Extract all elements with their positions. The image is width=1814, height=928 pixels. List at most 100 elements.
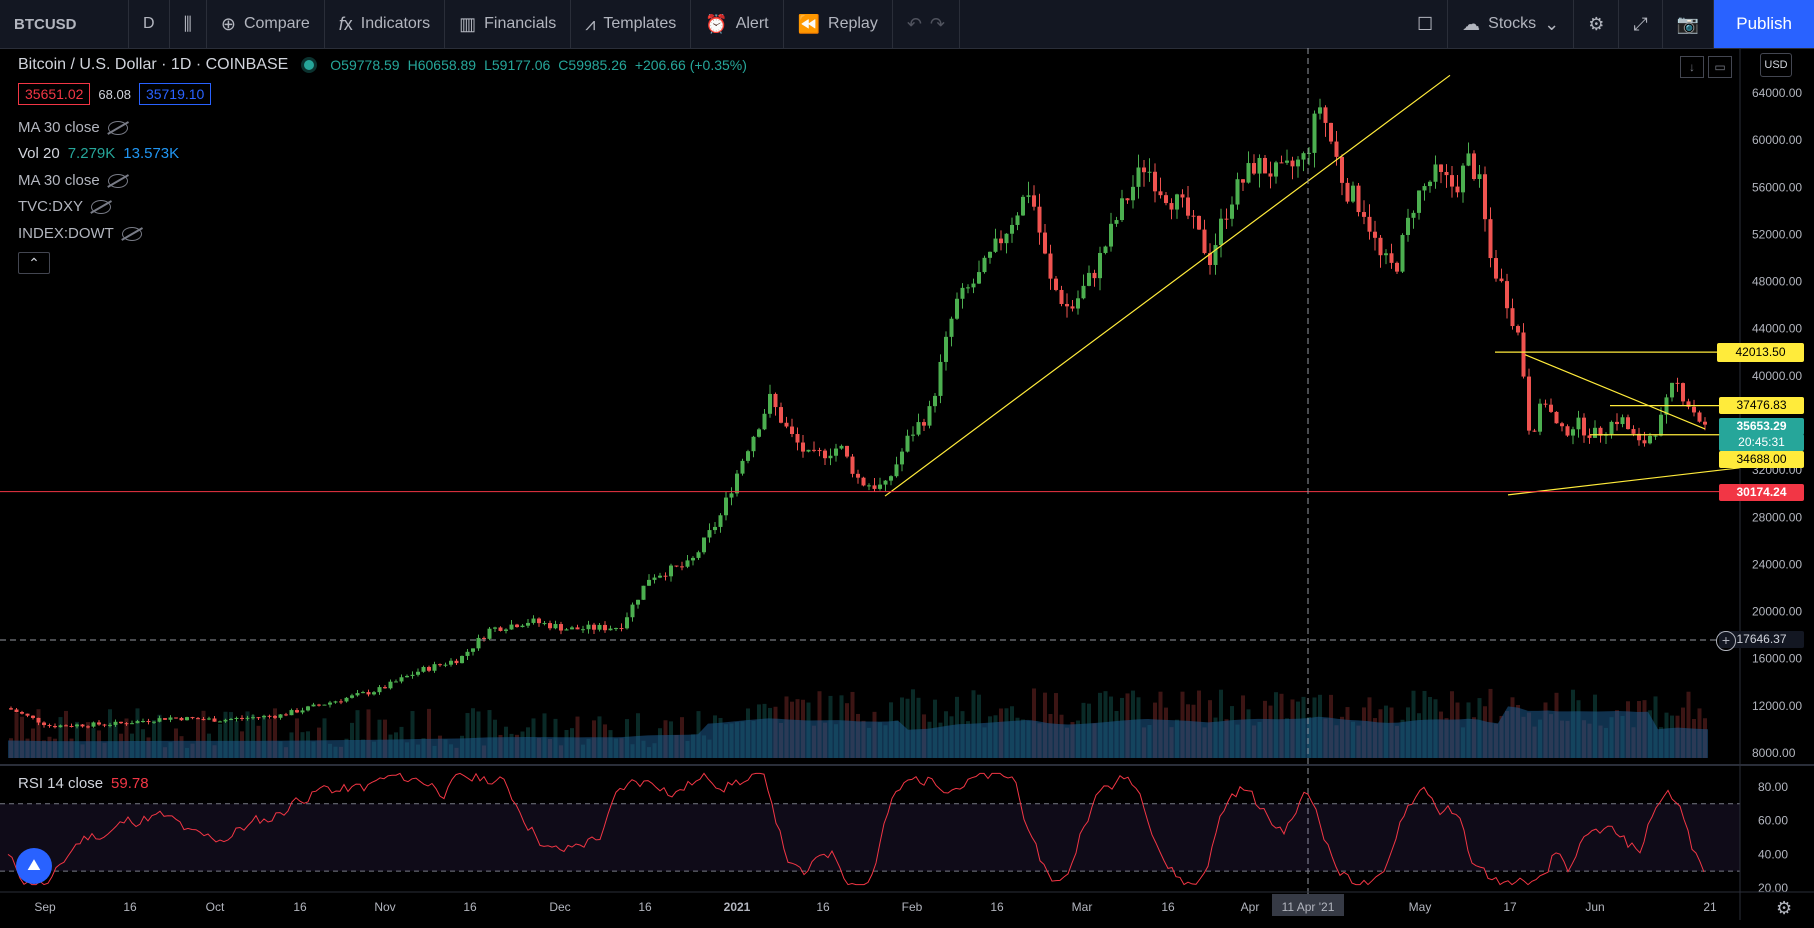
templates-icon: ⩘ — [585, 13, 596, 34]
stocks-layout-button[interactable]: ☁ Stocks ⌄ — [1448, 0, 1575, 48]
volume-bar — [20, 716, 24, 758]
level-30174-label: 30174.24 — [1719, 484, 1804, 501]
candle-body — [966, 287, 970, 289]
alert-button[interactable]: ⏰ Alert — [691, 0, 784, 48]
candle-body — [1450, 175, 1454, 187]
hidden-eye-icon[interactable] — [107, 120, 128, 135]
candle-body — [735, 473, 739, 494]
scroll-down-button[interactable]: ↓ — [1680, 56, 1704, 78]
compare-button[interactable]: ⊕ Compare — [207, 0, 325, 48]
volume-bar — [135, 708, 140, 758]
hidden-eye-icon[interactable] — [107, 173, 128, 188]
dxy-legend[interactable]: TVC:DXY — [18, 198, 112, 215]
time-tick-label: Sep — [34, 900, 56, 914]
countdown-text: 20:45:31 — [1738, 435, 1785, 449]
redo-icon[interactable]: ↷ — [929, 13, 946, 34]
candle-body — [1208, 253, 1212, 265]
candle-body — [652, 577, 657, 580]
candle-body — [1296, 159, 1300, 167]
time-tick-label: 16 — [816, 900, 830, 914]
financials-button[interactable]: ▥ Financials — [445, 0, 572, 48]
candle-body — [509, 624, 514, 630]
chart-type-button[interactable]: ⫼ — [170, 0, 207, 48]
candle-body — [1043, 232, 1047, 254]
candle-body — [146, 721, 151, 723]
volume-bar — [427, 708, 431, 758]
time-tick-label: 16 — [1161, 900, 1175, 914]
ascending-trendline — [884, 74, 1451, 497]
candle-body — [696, 552, 701, 558]
price-tick-label: 44000.00 — [1752, 322, 1802, 336]
candle-body — [366, 692, 371, 695]
maximize-pane-button[interactable]: ▭ — [1708, 56, 1732, 78]
price-tick-label: 48000.00 — [1752, 275, 1802, 289]
candle-body — [1098, 252, 1102, 279]
candle-body — [955, 298, 959, 319]
candle-body — [1290, 160, 1295, 167]
indicators-button[interactable]: fx Indicators — [325, 0, 446, 48]
price-tick-label: 16000.00 — [1752, 652, 1802, 666]
time-tick-label: 21 — [1703, 900, 1717, 914]
publish-button[interactable]: Publish — [1714, 0, 1814, 48]
volume-legend[interactable]: Vol 20 7.279K 13.573K — [18, 145, 179, 162]
candle-body — [663, 575, 668, 577]
candle-body — [1538, 403, 1542, 432]
candle-body — [1670, 382, 1674, 398]
replay-button[interactable]: ⏪ Replay — [784, 0, 893, 48]
interval-button[interactable]: D — [129, 0, 170, 48]
candle-body — [1268, 173, 1273, 177]
hidden-eye-icon[interactable] — [91, 199, 112, 214]
candle-body — [97, 722, 101, 725]
settings-button[interactable]: ⚙ — [1574, 0, 1620, 48]
layout-button[interactable]: ☐ — [1403, 0, 1449, 48]
collapse-legend-button[interactable]: ⌃ — [18, 252, 50, 274]
screenshot-button[interactable]: 📷 — [1663, 0, 1715, 48]
rsi-tick-label: 60.00 — [1758, 814, 1788, 828]
rsi-legend[interactable]: RSI 14 close 59.78 — [18, 775, 149, 792]
candle-body — [999, 238, 1003, 244]
time-tick-label: 17 — [1503, 900, 1517, 914]
time-tick-label: Nov — [374, 900, 395, 914]
candle-body — [1466, 153, 1471, 166]
candle-body — [14, 709, 19, 713]
tradingview-logo[interactable]: ⛰ — [16, 848, 52, 884]
fullscreen-button[interactable]: ⤢ — [1619, 0, 1663, 48]
candle-body — [1274, 162, 1278, 177]
candle-body — [718, 515, 723, 527]
candle-body — [1554, 411, 1559, 424]
chart-settings-gear-icon[interactable]: ⚙ — [1776, 898, 1793, 918]
alert-label: Alert — [735, 15, 769, 32]
add-alert-plus-icon[interactable]: + — [1716, 631, 1736, 651]
candle-body — [916, 422, 921, 435]
candle-body — [416, 671, 420, 675]
time-tick-label: 16 — [123, 900, 137, 914]
symbol-title: Bitcoin / U.S. Dollar · 1D · COINBASE — [18, 56, 289, 73]
high-value: H60658.89 — [407, 57, 477, 73]
candle-body — [1510, 308, 1515, 327]
hidden-eye-icon[interactable] — [121, 226, 142, 241]
candle-body — [1318, 107, 1322, 114]
candle-body — [1351, 185, 1355, 202]
candle-body — [790, 426, 794, 434]
ma2-legend[interactable]: MA 30 close — [18, 172, 128, 189]
symbol-search[interactable]: BTCUSD — [0, 0, 129, 48]
candle-body — [1257, 157, 1262, 174]
time-tick-label: Apr — [1241, 900, 1260, 914]
candle-body — [229, 719, 233, 721]
market-status-dot[interactable] — [304, 60, 315, 70]
fullscreen-icon: ⤢ — [1633, 13, 1648, 34]
undo-icon[interactable]: ↶ — [906, 13, 922, 34]
currency-button[interactable]: USD — [1760, 53, 1792, 77]
templates-button[interactable]: ⩘ Templates — [571, 0, 692, 48]
candle-body — [1186, 197, 1190, 216]
ma-legend[interactable]: MA 30 close — [18, 119, 128, 136]
dowt-legend[interactable]: INDEX:DOWT — [18, 225, 142, 242]
sell-price-button[interactable]: 35651.02 — [18, 83, 91, 105]
candle-body — [1499, 278, 1504, 282]
candle-body — [31, 715, 35, 718]
candle-body — [861, 477, 866, 486]
candle-body — [641, 585, 646, 600]
candle-body — [1488, 219, 1493, 259]
buy-price-button[interactable]: 35719.10 — [138, 83, 212, 105]
